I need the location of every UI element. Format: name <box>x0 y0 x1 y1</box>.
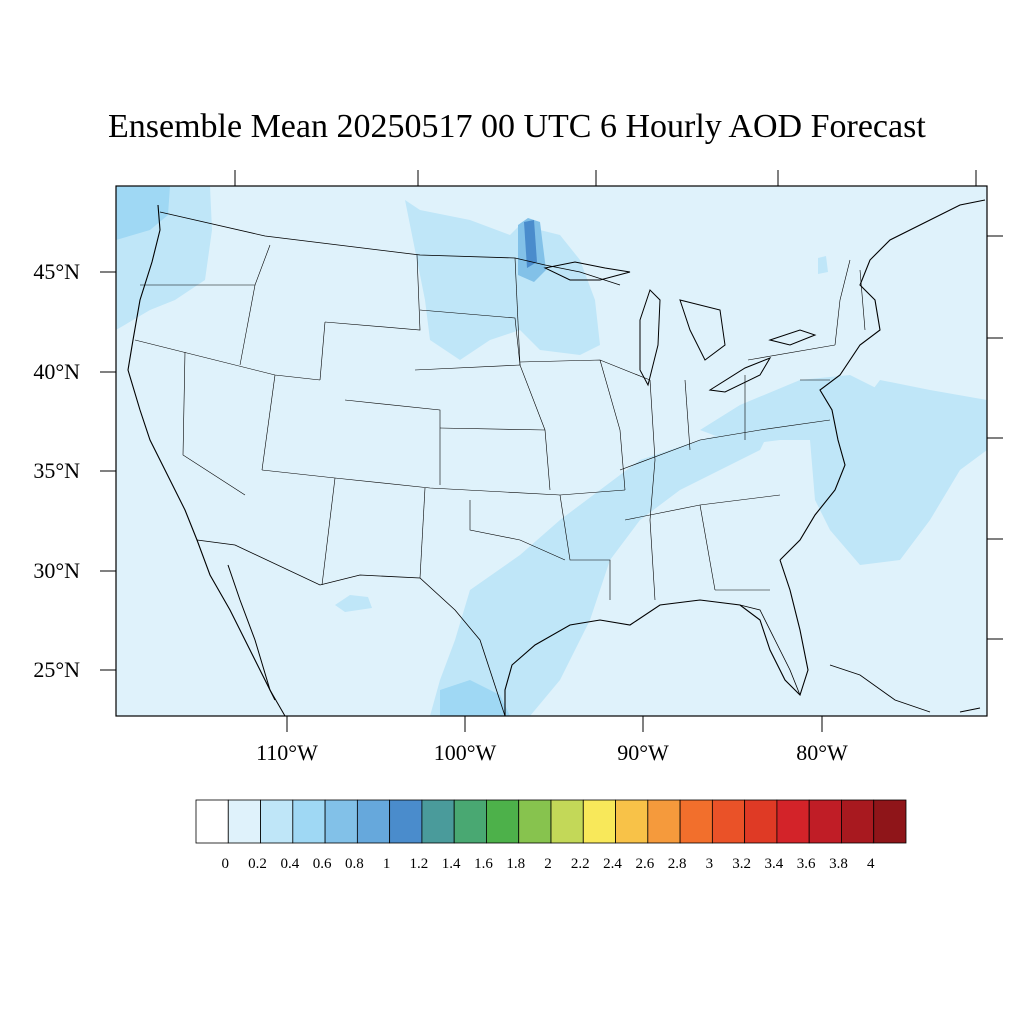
colorbar-label: 3.2 <box>732 856 751 872</box>
lat-label-25n: 25°N <box>33 657 80 682</box>
pacific-coastline <box>127 204 276 701</box>
lake-ontario <box>768 329 817 346</box>
colorbar-label: 0 <box>221 856 230 872</box>
colorbar-swatch <box>292 799 326 844</box>
aod-region-northern-plains <box>405 200 600 360</box>
colorbar-swatch <box>550 799 584 844</box>
colorbar-swatch <box>324 799 358 844</box>
lake-superior <box>543 261 631 281</box>
colorbar-label: 1.8 <box>506 856 526 872</box>
lon-label-100w: 100°W <box>433 740 497 765</box>
colorbar-label: 2.8 <box>667 856 687 872</box>
colorbar-label: 0.4 <box>280 856 300 872</box>
colorbar-label: 2.4 <box>603 856 622 872</box>
colorbar-label: 1.4 <box>441 856 461 872</box>
colorbar-swatch <box>679 799 713 844</box>
colorbar-swatch <box>808 799 842 844</box>
colorbar <box>195 799 907 844</box>
aod-patch-quebec <box>818 256 828 274</box>
aod-hotspot-core <box>524 220 537 268</box>
colorbar-swatch <box>776 799 810 844</box>
lake-erie <box>708 356 772 393</box>
florida-outline <box>739 604 801 696</box>
colorbar-swatch <box>486 799 520 844</box>
colorbar-label: 1 <box>382 856 391 872</box>
gulf-coastline <box>504 559 809 716</box>
colorbar-swatch <box>389 799 423 844</box>
lake-michigan <box>639 289 661 387</box>
map-frame <box>115 185 988 717</box>
colorbar-label: 0.6 <box>312 856 332 872</box>
top-ticks <box>234 170 977 186</box>
lat-label-40n: 40°N <box>33 359 80 384</box>
colorbar-label: 1.2 <box>409 856 429 872</box>
colorbar-label: 3.8 <box>829 856 848 872</box>
lat-label-30n: 30°N <box>33 558 80 583</box>
map-title: Ensemble Mean 20250517 00 UTC 6 Hourly A… <box>108 108 926 145</box>
lat-label-35n: 35°N <box>33 458 80 483</box>
colorbar-label: 3.4 <box>764 856 784 872</box>
colorbar-swatch <box>518 799 552 844</box>
aod-patch-southwest <box>335 595 372 612</box>
colorbar-swatch <box>356 799 391 844</box>
gulf-of-california-coast <box>227 564 286 716</box>
aod-region-texas-coast <box>440 680 510 716</box>
hispaniola-coast <box>959 707 981 713</box>
aod-region-atlantic <box>810 380 987 565</box>
state-borders <box>134 244 866 601</box>
colorbar-swatch <box>615 799 649 844</box>
colorbar-swatch <box>227 799 261 844</box>
us-mexico-border <box>196 539 506 716</box>
map-boundaries <box>127 199 986 716</box>
colorbar-swatch <box>195 799 229 844</box>
colorbar-label: 2 <box>544 856 552 872</box>
colorbar-label: 3.6 <box>796 856 816 872</box>
lat-label-45n: 45°N <box>33 259 80 284</box>
colorbar-swatch <box>841 799 875 844</box>
lon-label-110w: 110°W <box>256 740 318 765</box>
cuba-coast <box>829 664 931 713</box>
colorbar-swatch <box>421 799 455 844</box>
lon-label-80w: 80°W <box>796 740 848 765</box>
aod-region-northwest-core <box>116 186 170 240</box>
colorbar-label: 1.6 <box>474 856 493 872</box>
colorbar-label: 4 <box>866 856 875 872</box>
colorbar-swatch <box>260 799 294 844</box>
colorbar-swatch <box>647 799 681 844</box>
bottom-ticks <box>286 716 823 732</box>
colorbar-swatch <box>582 799 616 844</box>
colorbar-swatch <box>711 799 746 844</box>
colorbar-swatch <box>744 799 778 844</box>
colorbar-label: 3 <box>705 856 714 872</box>
colorbar-label: 0.8 <box>344 856 364 872</box>
aod-region-south-central <box>430 430 770 716</box>
left-ticks <box>100 271 116 671</box>
lon-label-90w: 90°W <box>617 740 669 765</box>
atlantic-coastline <box>779 199 986 561</box>
colorbar-label: 2.2 <box>570 856 590 872</box>
right-ticks <box>987 235 1003 640</box>
colorbar-swatch <box>453 799 487 844</box>
colorbar-swatch <box>873 799 907 844</box>
colorbar-label: 2.6 <box>635 856 655 872</box>
colorbar-label: 0.2 <box>248 856 267 872</box>
lake-huron <box>679 299 726 361</box>
